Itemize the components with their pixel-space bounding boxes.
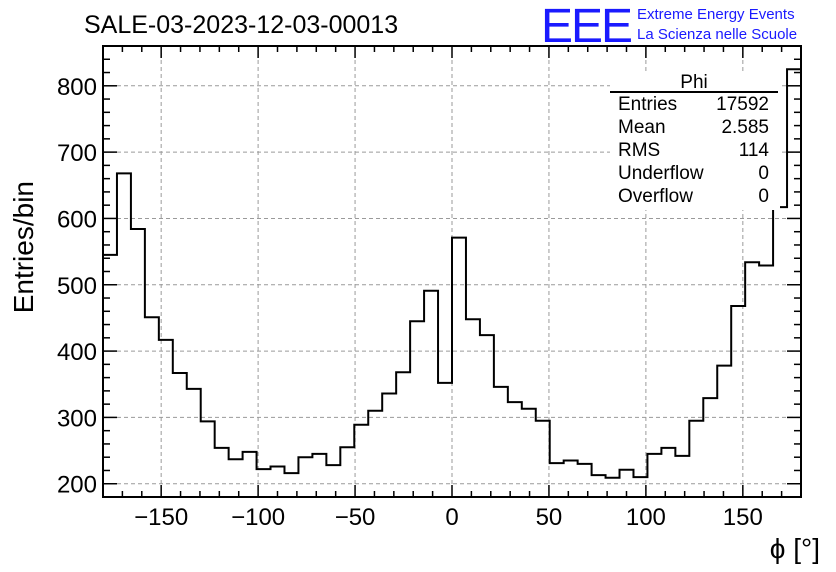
stats-box-background — [610, 72, 780, 210]
chart-title: SALE-03-2023-12-03-00013 — [84, 11, 398, 39]
x-tick-label: 100 — [626, 504, 666, 531]
stats-overflow-value: 0 — [758, 186, 769, 207]
stats-box: Phi Entries 17592 Mean 2.585 RMS 114 Und… — [610, 72, 780, 210]
x-tick-label: 50 — [536, 504, 563, 531]
logo-line-1: Extreme Energy Events — [637, 6, 795, 23]
histogram-series — [103, 68, 801, 479]
y-tick-label: 600 — [57, 206, 97, 233]
stats-entries-value: 17592 — [716, 94, 769, 115]
axis-ticks — [102, 46, 802, 497]
x-tick-label: −150 — [134, 504, 188, 531]
stats-mean-label: Mean — [618, 117, 666, 138]
x-tick-label: −50 — [335, 504, 376, 531]
stats-underflow-label: Underflow — [618, 163, 704, 184]
y-tick-label: 400 — [57, 339, 97, 366]
stats-entries-label: Entries — [618, 94, 677, 115]
y-tick-label: 200 — [57, 472, 97, 499]
y-tick-label: 700 — [57, 140, 97, 167]
stats-rms-label: RMS — [618, 140, 660, 161]
y-tick-label: 300 — [57, 405, 97, 432]
stats-rms-value: 114 — [739, 140, 770, 161]
logo-line-2: La Scienza nelle Scuole — [637, 26, 797, 43]
eee-logo: EEE Extreme Energy Events La Scienza nel… — [541, 0, 797, 53]
stats-overflow-label: Overflow — [618, 186, 693, 207]
x-axis-title: ϕ [°] — [770, 533, 820, 564]
stats-box-name: Phi — [680, 72, 707, 93]
y-axis-title: Entries/bin — [8, 181, 39, 313]
stats-mean-value: 2.585 — [721, 117, 769, 138]
tick-labels: −150 −100 −50 0 50 100 150 200 300 400 500 600 700 80… — [57, 74, 763, 531]
y-tick-label: 800 — [57, 74, 97, 101]
eee-logo-mark: EEE — [541, 0, 631, 53]
y-tick-label: 500 — [57, 273, 97, 300]
stats-underflow-value: 0 — [758, 163, 769, 184]
x-tick-label: 0 — [445, 504, 458, 531]
x-tick-label: −100 — [231, 504, 285, 531]
x-tick-label: 150 — [723, 504, 763, 531]
